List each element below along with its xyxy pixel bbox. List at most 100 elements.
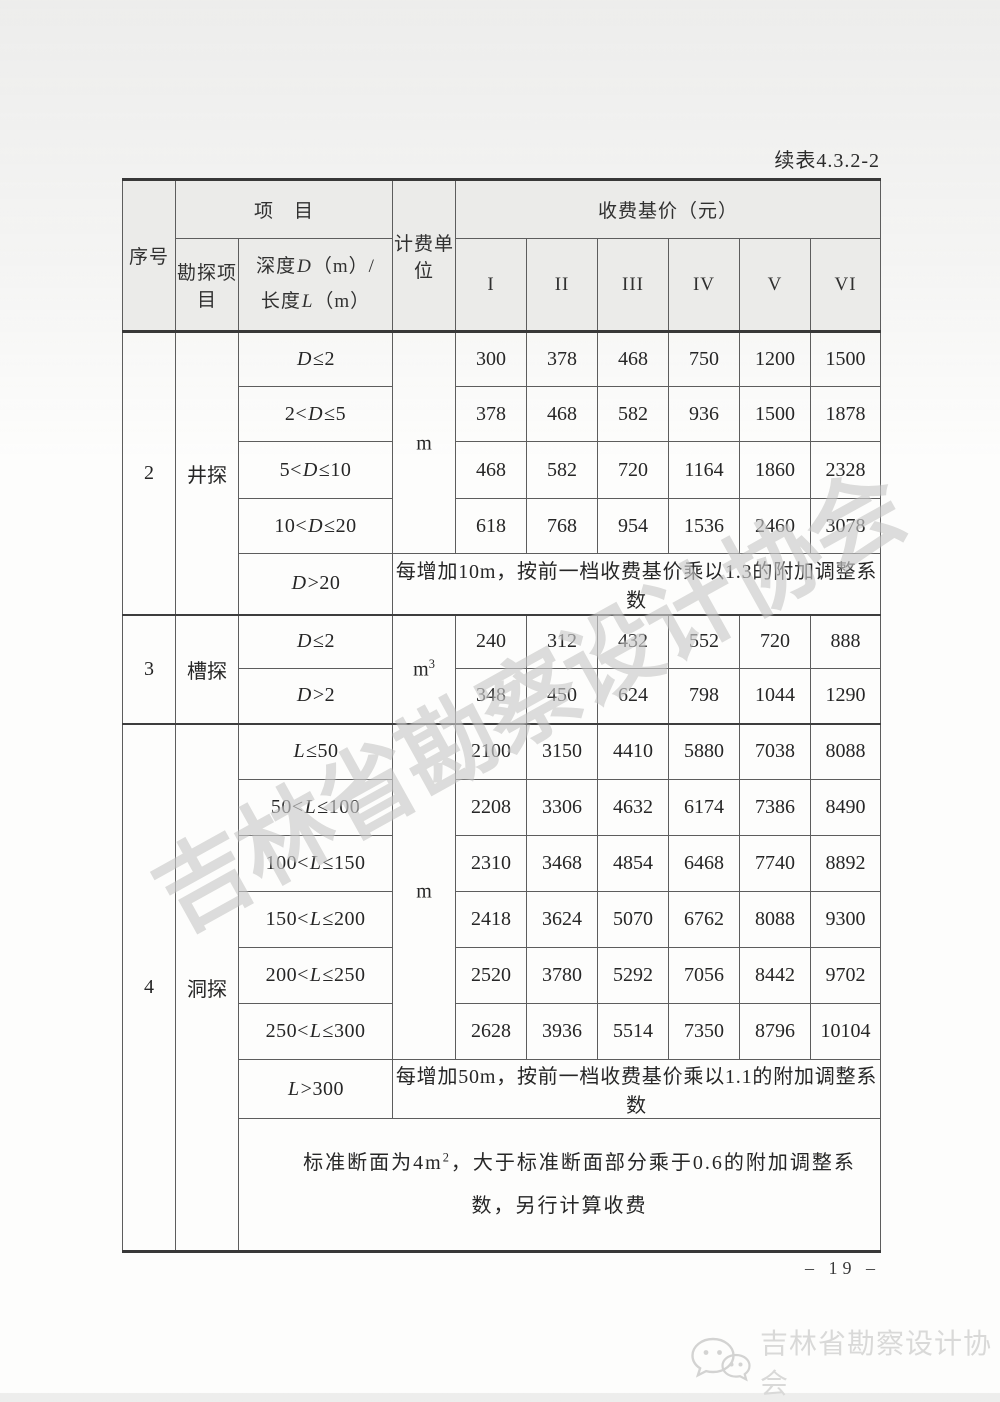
fee-cell: 2100 [455,722,528,780]
range-var: D [308,514,324,537]
fee-cell: 378 [526,330,599,387]
range-post: ≤150 [322,852,366,874]
fee-cell: 9702 [810,947,882,1004]
fee-cell: 312 [526,613,599,669]
fee-cell: 3780 [526,947,599,1004]
fee-cell: 5292 [597,947,670,1004]
range-post: ≤300 [322,1020,366,1042]
footnote-text: 标准断面为4m2，大于标准断面部分乘于0.6的附加调整系数，另行计算收费 [240,1142,880,1228]
fee-cell: 1290 [810,668,882,724]
range-var: L [309,1020,322,1042]
range-post: >20 [307,572,341,595]
table-row: 150<L≤200 2418 3624 5070 6762 8088 9300 [123,891,882,948]
fee-cell: 4410 [597,722,670,780]
table-row: 2<D≤5 378 468 582 936 1500 1878 [123,386,882,442]
fee-cell: 6762 [668,891,741,948]
range-post: ≤200 [322,908,366,930]
fee-cell: 1164 [668,441,741,499]
fee-cell: 888 [810,613,882,669]
footnote-cell: 标准断面为4m2，大于标准断面部分乘于0.6的附加调整系数，另行计算收费 [237,1118,882,1252]
table-row: 10<D≤20 618 768 954 1536 2460 3078 [123,498,882,554]
header-exploration-project: 勘探项目 [175,238,239,332]
range-cell: 250<L≤300 [237,1003,394,1060]
range-var: D [291,572,307,595]
fee-cell: 1044 [739,668,812,724]
length-var: L [301,290,314,312]
serial-cell: 4 [122,722,176,1252]
range-cell: 5<D≤10 [237,441,394,499]
table-row: L>300 每增加50m，按前一档收费基价乘以1.1的附加调整系数 [123,1059,882,1119]
range-var: L [293,740,306,763]
range-post: >300 [300,1077,344,1100]
fee-cell: 8796 [739,1003,812,1060]
fee-cell: 10104 [810,1003,882,1060]
fee-cell: 5514 [597,1003,670,1060]
fee-cell: 6174 [668,779,741,836]
unit-base: m [416,881,432,904]
range-pre: 150< [265,908,309,930]
length-label: 长度 [260,290,301,312]
fee-cell: 468 [526,386,599,442]
fee-cell: 9300 [810,891,882,948]
table-row: 4 洞探 L≤50 m 2100 3150 4410 5880 7038 808… [122,722,882,1252]
fee-cell: 348 [455,668,528,724]
header-grade-1: I [455,238,528,332]
range-post: ≤20 [324,514,357,537]
range-var: L [309,852,322,874]
range-pre: 250< [265,1020,309,1042]
fee-cell: 936 [668,386,741,442]
fee-cell: 7038 [739,722,812,780]
range-var: L [309,908,322,930]
fee-cell: 240 [455,613,528,669]
fee-cell: 720 [597,441,670,499]
fee-cell: 1536 [668,498,741,554]
fee-cell: 3624 [526,891,599,948]
fee-cell: 8442 [739,947,812,1004]
fee-cell: 5880 [668,722,741,780]
fee-cell: 2628 [455,1003,528,1060]
length-unit: （m） [314,290,371,312]
table-row: 50<L≤100 2208 3306 4632 6174 7386 8490 [123,779,882,836]
fee-cell: 1500 [739,386,812,442]
page-number: – 19 – [805,1258,880,1278]
fee-cell: 768 [526,498,599,554]
table-row: 2 井探 D≤2 m 300 378 468 750 1200 1500 [122,330,882,615]
fee-cell: 720 [739,613,812,669]
fee-cell: 798 [668,668,741,724]
range-cell: D≤2 [237,613,394,669]
header-row-2: 勘探项目 深度D（m）/ 长度L（m） I II III IV V VI [123,238,882,332]
range-var: D [297,630,312,653]
fee-cell: 7056 [668,947,741,1004]
fee-cell: 3150 [526,722,599,780]
serial-cell: 2 [122,330,176,615]
fee-cell: 8490 [810,779,882,836]
fee-cell: 552 [668,613,741,669]
range-cell: D>20 [237,553,394,615]
fee-cell: 8892 [810,835,882,892]
fee-cell: 7740 [739,835,812,892]
fee-cell: 2328 [810,441,882,499]
fee-cell: 2208 [455,779,528,836]
range-cell: D>2 [237,668,394,724]
footer-brand: 吉林省勘察设计协会 [688,1322,1000,1402]
range-post: ≤250 [322,964,366,986]
range-cell: 50<L≤100 [237,779,394,836]
range-var: D [302,458,318,481]
header-depth-length: 深度D（m）/ 长度L（m） [237,238,394,332]
footnote-sup: 2 [442,1149,451,1164]
footnote-pre: 标准断面为4m [303,1151,443,1174]
range-post: >2 [312,684,336,707]
unit-cell: m3 [392,613,457,724]
header-grade-6: VI [810,238,882,332]
range-var: L [304,796,317,818]
range-cell: L>300 [237,1059,394,1119]
fee-cell: 450 [526,668,599,724]
range-pre: 200< [265,964,309,986]
fee-cell: 300 [455,330,528,387]
range-cell: 200<L≤250 [237,947,394,1004]
fee-cell: 2418 [455,891,528,948]
header-base-fee: 收费基价（元） [455,179,882,239]
fee-cell: 618 [455,498,528,554]
range-var: L [309,964,322,986]
fee-cell: 582 [526,441,599,499]
